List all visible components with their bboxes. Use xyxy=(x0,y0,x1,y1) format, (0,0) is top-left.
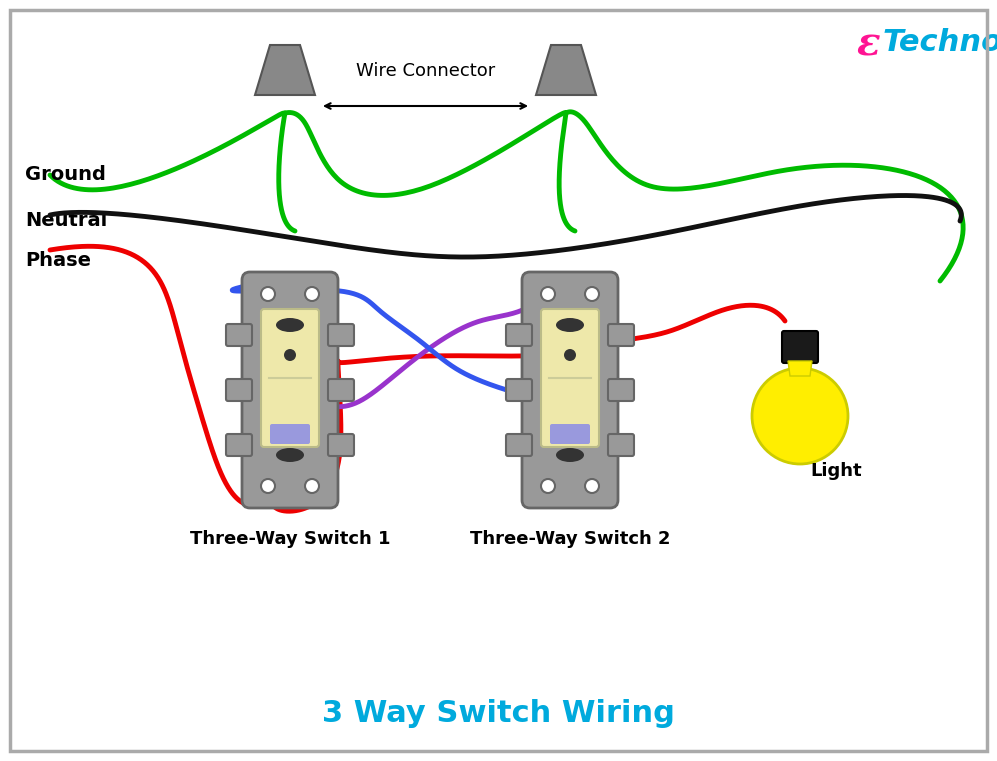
Text: ε: ε xyxy=(857,26,880,64)
FancyBboxPatch shape xyxy=(328,434,354,456)
Polygon shape xyxy=(788,361,812,376)
Text: Neutral: Neutral xyxy=(25,212,108,231)
Text: Wire Connector: Wire Connector xyxy=(356,62,496,80)
FancyBboxPatch shape xyxy=(226,379,252,401)
Text: TechnoG: TechnoG xyxy=(883,28,997,57)
Circle shape xyxy=(284,349,296,361)
Circle shape xyxy=(752,368,848,464)
Ellipse shape xyxy=(276,318,304,332)
FancyBboxPatch shape xyxy=(608,434,634,456)
FancyBboxPatch shape xyxy=(270,424,310,444)
FancyBboxPatch shape xyxy=(226,324,252,346)
FancyBboxPatch shape xyxy=(506,434,532,456)
Text: Phase: Phase xyxy=(25,251,91,270)
FancyBboxPatch shape xyxy=(522,272,618,508)
FancyBboxPatch shape xyxy=(226,434,252,456)
FancyBboxPatch shape xyxy=(541,309,599,447)
FancyBboxPatch shape xyxy=(328,379,354,401)
Text: Ground: Ground xyxy=(25,165,106,184)
Ellipse shape xyxy=(276,448,304,462)
FancyBboxPatch shape xyxy=(328,324,354,346)
Circle shape xyxy=(564,349,576,361)
Circle shape xyxy=(261,479,275,493)
Circle shape xyxy=(585,479,599,493)
FancyBboxPatch shape xyxy=(261,309,319,447)
Text: Light: Light xyxy=(810,462,861,480)
FancyBboxPatch shape xyxy=(782,331,818,363)
Circle shape xyxy=(541,479,555,493)
Circle shape xyxy=(305,287,319,301)
Polygon shape xyxy=(536,45,596,95)
FancyBboxPatch shape xyxy=(506,379,532,401)
FancyBboxPatch shape xyxy=(242,272,338,508)
Ellipse shape xyxy=(556,448,584,462)
FancyBboxPatch shape xyxy=(550,424,590,444)
Text: Three-Way Switch 1: Three-Way Switch 1 xyxy=(189,530,390,548)
Polygon shape xyxy=(255,45,315,95)
Circle shape xyxy=(261,287,275,301)
Text: 3 Way Switch Wiring: 3 Way Switch Wiring xyxy=(322,699,674,728)
FancyBboxPatch shape xyxy=(608,379,634,401)
FancyBboxPatch shape xyxy=(608,324,634,346)
Ellipse shape xyxy=(556,318,584,332)
Circle shape xyxy=(585,287,599,301)
Text: Three-Way Switch 2: Three-Way Switch 2 xyxy=(470,530,670,548)
Circle shape xyxy=(305,479,319,493)
FancyBboxPatch shape xyxy=(506,324,532,346)
Circle shape xyxy=(541,287,555,301)
